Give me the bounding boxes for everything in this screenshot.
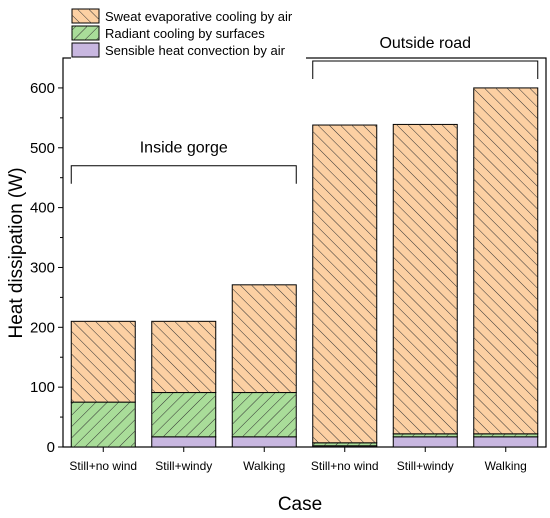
y-tick-label: 400 (30, 200, 55, 217)
bar-hatch (312, 125, 377, 443)
y-tick-label: 500 (30, 140, 55, 157)
x-tick-label: Still+windy (397, 459, 454, 473)
legend-label: Sensible heat convection by air (105, 43, 286, 58)
bar-hatch (393, 433, 458, 437)
legend-label: Radiant cooling by surfaces (105, 26, 265, 41)
legend-swatch-hatch (72, 26, 99, 40)
y-axis-title: Heat dissipation (W) (6, 167, 27, 338)
bar-hatch (151, 392, 216, 437)
group-bracket (70, 165, 297, 184)
bar-hatch (393, 124, 458, 434)
legend-label: Sweat evaporative cooling by air (105, 9, 293, 24)
y-tick-label: 600 (30, 80, 55, 97)
bar-segment (473, 436, 539, 448)
x-tick-label: Walking (485, 459, 527, 473)
x-axis-title: Case (278, 494, 322, 515)
bar-segment (151, 436, 217, 448)
legend-swatch (71, 42, 100, 58)
y-tick-label: 200 (30, 319, 55, 336)
group-bracket (312, 60, 539, 79)
legend-background (71, 7, 306, 60)
group-label: Outside road (379, 35, 471, 52)
x-tick-label: Walking (243, 459, 285, 473)
x-tick-label: Still+windy (155, 459, 212, 473)
bar-hatch (232, 284, 297, 393)
bar-hatch (473, 87, 538, 434)
x-tick-label: Still+no wind (69, 459, 137, 473)
bar-hatch (71, 402, 136, 447)
x-tick-label: Still+no wind (311, 459, 379, 473)
bar-segment (231, 436, 297, 448)
bar-hatch (151, 321, 216, 393)
bar-hatch (312, 442, 377, 446)
bar-hatch (232, 392, 297, 437)
bars (70, 87, 539, 448)
group-label: Inside gorge (140, 140, 228, 157)
plot-area: 0 100 200 300 400 500 600 Still+no wind Still+wi… (30, 57, 547, 473)
group-annotations: Inside gorge Outside road (70, 35, 539, 184)
legend: Sweat evaporative cooling by air Radiant … (71, 7, 306, 60)
y-tick-label: 300 (30, 259, 55, 276)
y-tick-label: 0 (47, 439, 55, 456)
y-tick-label: 100 (30, 379, 55, 396)
legend-swatch-hatch (72, 9, 99, 23)
bar-segment (392, 436, 458, 448)
bar-hatch (71, 321, 136, 403)
bar-hatch (473, 433, 538, 437)
